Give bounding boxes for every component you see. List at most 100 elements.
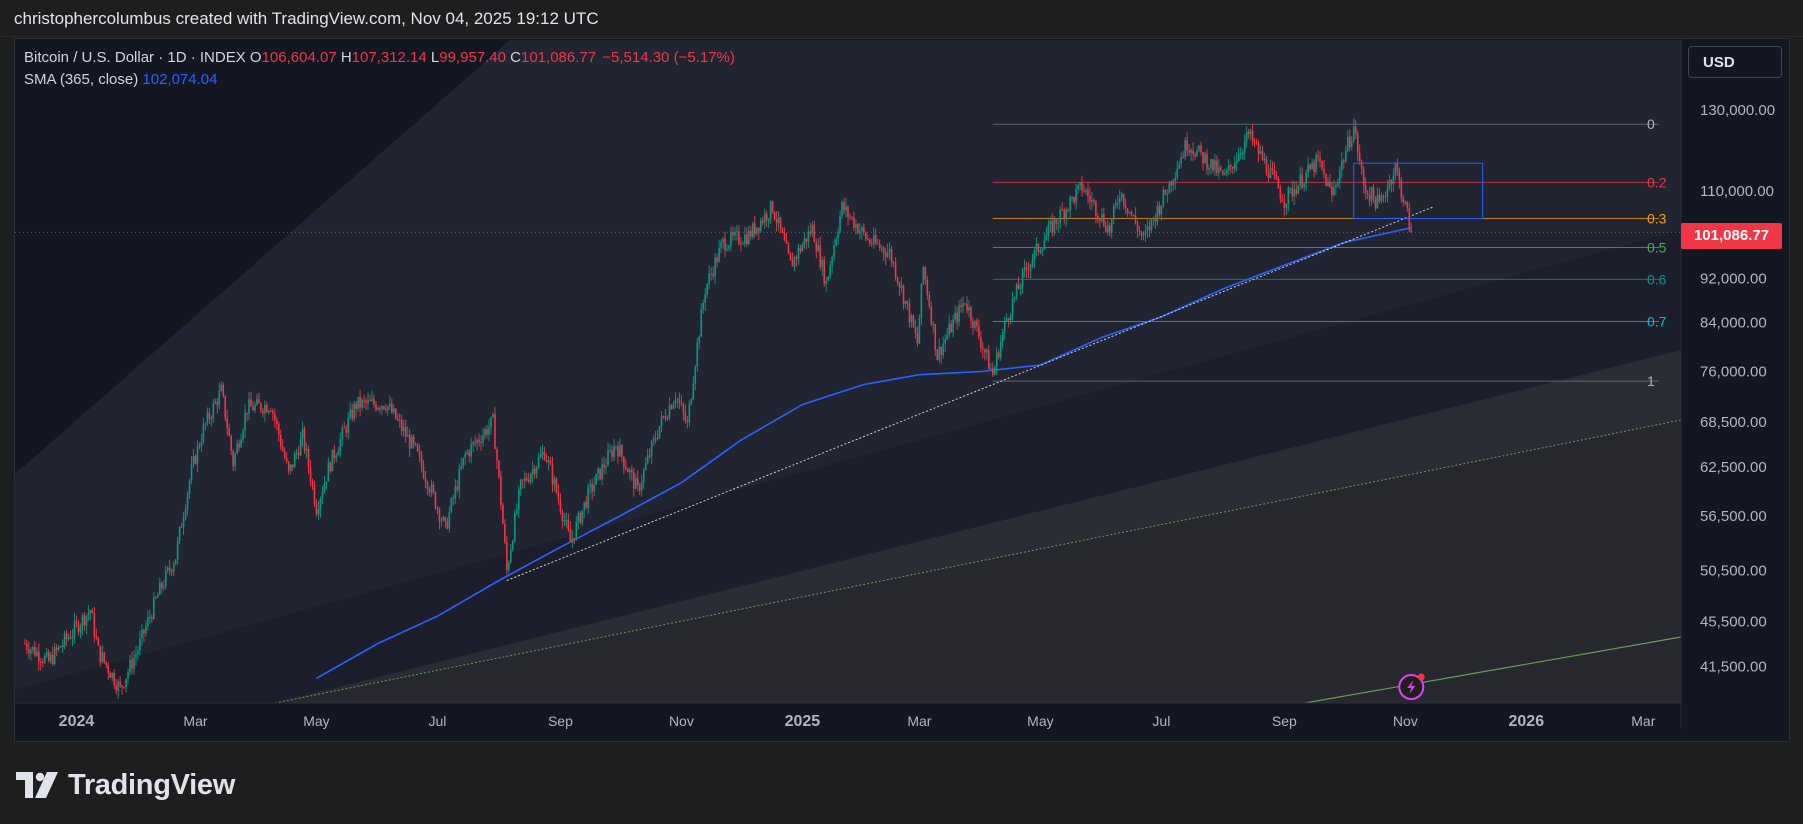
candle-body: [222, 384, 225, 396]
candle-body: [619, 445, 621, 457]
price-chart[interactable]: 0 0.2 0.3 0.5 0.6 0.7 1 130,000.00 110,000.00 92,…: [0, 0, 1803, 760]
candle-body: [452, 498, 455, 500]
candle-body: [212, 403, 215, 419]
candle-body: [347, 417, 349, 433]
candle-body: [1051, 221, 1054, 233]
candle-body: [1313, 162, 1315, 172]
candle-body: [317, 509, 320, 515]
candle-body: [216, 401, 219, 406]
candle-body: [101, 652, 104, 662]
candle-body: [533, 468, 536, 475]
candle-body: [256, 399, 258, 405]
y-tick-label: 41,500.00: [1700, 658, 1767, 675]
candle-body: [178, 526, 181, 541]
candle-body: [748, 230, 750, 245]
candle-body: [1323, 168, 1325, 174]
candle-body: [230, 435, 232, 451]
candle-body: [753, 223, 756, 234]
candle-body: [49, 654, 52, 661]
candle-body: [642, 469, 645, 483]
candle-body: [678, 399, 681, 404]
candle-body: [1398, 171, 1401, 181]
candle-body: [815, 242, 818, 252]
candle-body: [972, 321, 974, 328]
y-tick-label: 62,500.00: [1700, 459, 1767, 476]
candle-body: [551, 464, 554, 485]
candle-body: [1309, 164, 1311, 170]
candle-body: [238, 443, 240, 448]
candle-body: [260, 403, 262, 411]
candle-body: [797, 247, 800, 259]
candle-body: [422, 466, 425, 478]
candle-body: [172, 564, 175, 572]
tradingview-logo-icon: [16, 772, 58, 798]
candle-body: [1140, 231, 1143, 236]
candle-body: [254, 404, 256, 411]
candle-body: [1372, 187, 1375, 198]
candle-body: [297, 452, 300, 456]
candle-body: [1400, 180, 1403, 199]
candle-body: [1202, 151, 1204, 163]
candle-body: [543, 452, 546, 460]
candle-body: [884, 252, 887, 257]
candle-body: [32, 646, 34, 650]
candle-body: [240, 439, 242, 448]
lightning-bolt-shape: [1407, 680, 1416, 694]
candle-body: [547, 460, 550, 463]
candle-body: [512, 541, 514, 550]
candle-body: [295, 452, 298, 455]
candle-body: [952, 319, 954, 333]
candle-body: [1231, 166, 1234, 169]
candle-body: [517, 489, 520, 510]
candle-body: [970, 307, 972, 322]
candle-body: [722, 238, 724, 243]
candle-body: [990, 368, 992, 370]
candle-body: [1335, 185, 1337, 188]
candle-body: [523, 477, 526, 481]
candle-body: [1017, 284, 1020, 290]
lightning-alert-icon[interactable]: [1398, 673, 1425, 700]
candle-body: [160, 582, 163, 588]
candle-body: [391, 403, 393, 413]
candle-body: [742, 243, 744, 245]
candle-body: [395, 408, 397, 420]
y-tick-label: 68,500.00: [1700, 414, 1767, 431]
candle-body: [988, 350, 990, 370]
candle-body: [236, 443, 238, 454]
candle-body: [242, 430, 244, 440]
currency-button[interactable]: USD: [1688, 46, 1782, 78]
candle-body: [692, 383, 695, 400]
candle-body: [859, 231, 861, 234]
candle-body: [1208, 167, 1210, 170]
candle-body: [484, 429, 486, 436]
candle-body: [872, 235, 875, 245]
candle-body: [791, 260, 794, 267]
x-tick-label: 2025: [785, 713, 821, 730]
candle-body: [1047, 225, 1050, 235]
candle-body: [488, 427, 490, 435]
candle-body: [1392, 175, 1395, 185]
candle-body: [1182, 157, 1184, 159]
candle-body: [490, 417, 492, 428]
candle-body: [716, 257, 718, 262]
y-tick-label: 56,500.00: [1700, 508, 1767, 525]
candle-body: [910, 315, 913, 323]
candle-body: [1077, 185, 1079, 190]
candle-body: [666, 418, 669, 420]
candle-body: [1212, 159, 1214, 171]
candle-body: [1184, 140, 1186, 158]
candle-body: [353, 403, 355, 419]
candle-body: [1180, 157, 1182, 165]
candle-body: [603, 464, 605, 468]
candle-body: [898, 282, 901, 288]
candle-body: [527, 480, 530, 482]
candle-body: [69, 637, 72, 639]
candle-body: [420, 455, 423, 467]
candle-body: [1087, 190, 1089, 196]
candle-body: [894, 262, 897, 278]
candle-body: [109, 672, 111, 678]
candle-body: [575, 521, 578, 539]
candle-body: [486, 429, 488, 435]
candle-body: [504, 523, 506, 542]
candle-body: [478, 439, 480, 442]
